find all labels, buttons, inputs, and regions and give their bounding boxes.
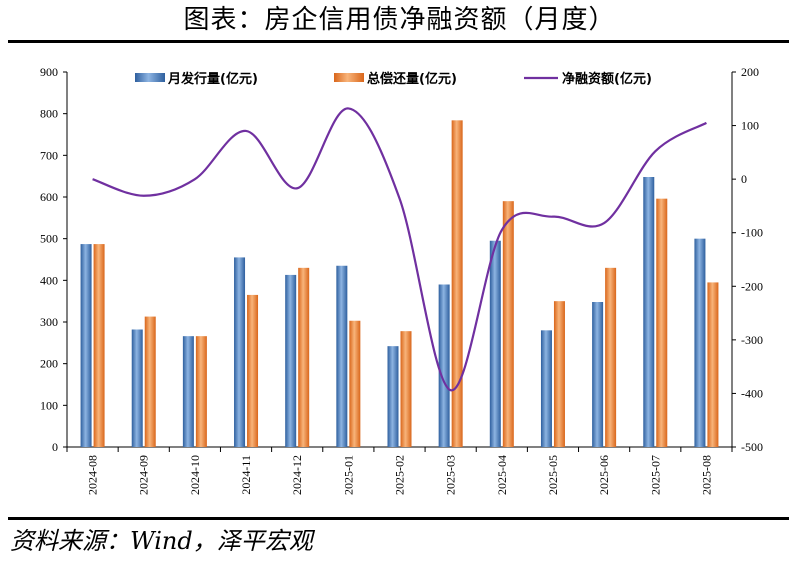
left-tick-label: 400 [40,273,58,287]
repayment-bar [195,336,207,447]
left-tick-label: 900 [40,65,58,79]
left-tick-label: 800 [40,107,58,121]
repayment-bar [144,316,156,447]
issuance-bar [694,238,706,447]
issuance-bar [438,284,450,447]
chart: 0 100 200 300 400 500 600 700 800 900 -500 -400 -300… [40,65,763,495]
left-tick-label: 0 [52,440,58,454]
right-tick-label: 200 [741,65,759,79]
top-rule [8,40,789,43]
legend-label-net: 净融资额(亿元) [562,71,652,87]
repayment-bar [605,267,617,447]
x-tick-label: 2024-08 [86,455,100,495]
repayment-bar [93,244,105,447]
repayment-bar [656,198,668,447]
axes-layer: 0 100 200 300 400 500 600 700 800 900 -500 -400 -300… [40,65,763,495]
legend-label-issuance: 月发行量(亿元) [167,71,258,87]
repayment-bar [502,201,514,447]
issuance-bar [643,177,655,447]
legend: 月发行量(亿元) 总偿还量(亿元) 净融资额(亿元) [135,71,652,87]
left-tick-label: 200 [40,357,58,371]
x-tick-label: 2024-11 [239,455,253,495]
issuance-bar [80,244,92,447]
right-tick-label: -400 [741,386,763,400]
right-tick-label: 0 [741,172,747,186]
issuance-bar [592,302,604,447]
left-tick-label: 500 [40,232,58,246]
left-tick-label: 700 [40,148,58,162]
net-financing-line [92,107,707,392]
legend-swatch-issuance [135,73,165,82]
x-tick-label: 2025-04 [495,455,509,495]
repayment-bar [553,301,565,447]
x-tick-label: 2025-03 [444,455,458,495]
right-tick-label: 100 [741,119,759,133]
x-tick-label: 2024-10 [188,455,202,495]
repayment-bar [349,320,361,447]
legend-label-repayment: 总偿还量(亿元) [367,71,457,87]
issuance-bar [182,336,194,447]
x-tick-label: 2024-12 [290,455,304,495]
repayment-bar [400,331,412,447]
right-tick-label: -200 [741,279,763,293]
right-tick-label: -300 [741,333,763,347]
legend-swatch-repayment [334,73,364,82]
repayment-bar [298,267,310,447]
x-tick-label: 2024-09 [137,455,151,495]
issuance-bar [387,346,399,447]
issuance-bar [336,265,348,447]
line-layer [92,107,707,392]
source-note: 资料来源：Wind，泽平宏观 [10,527,313,555]
left-tick-label: 100 [40,398,58,412]
issuance-bar [540,330,552,447]
x-tick-label: 2025-08 [699,455,713,495]
issuance-bar [285,274,297,447]
issuance-bar [489,240,501,447]
x-tick-label: 2025-01 [341,455,355,495]
bars-layer [80,120,719,447]
issuance-bar [131,329,143,447]
right-tick-label: -500 [741,440,763,454]
repayment-bar [247,294,259,447]
left-tick-label: 300 [40,315,58,329]
repayment-bar [451,120,463,447]
x-tick-label: 2025-02 [393,455,407,495]
right-tick-label: -100 [741,226,763,240]
bottom-rule [8,517,789,520]
repayment-bar [707,282,719,447]
left-tick-label: 600 [40,190,58,204]
x-tick-label: 2025-05 [546,455,560,495]
issuance-bar [234,257,246,447]
page-title: 图表：房企信用债净融资额（月度） [183,5,616,35]
x-tick-label: 2025-07 [648,455,662,495]
x-tick-label: 2025-06 [597,455,611,495]
